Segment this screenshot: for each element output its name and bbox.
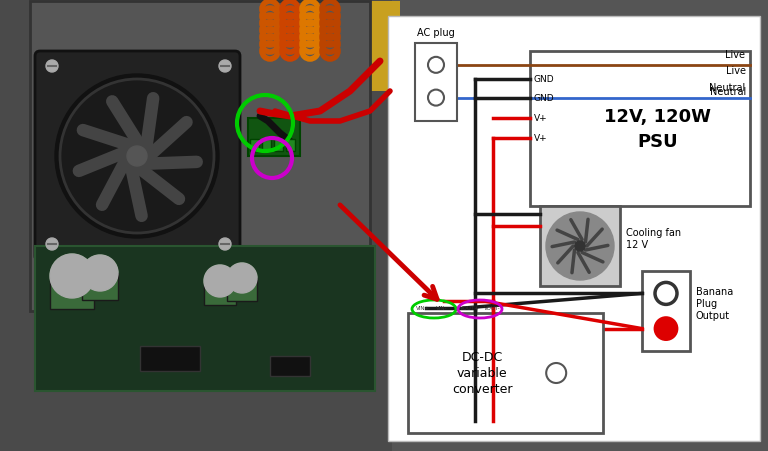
Bar [204, 281, 236, 305]
Circle shape [204, 265, 236, 297]
Text: V+: V+ [534, 114, 548, 123]
Text: VOUT-: VOUT- [484, 305, 501, 310]
FancyBboxPatch shape [35, 52, 240, 262]
Bar [250, 140, 259, 152]
Bar [227, 278, 257, 301]
Bar [262, 140, 271, 152]
Bar [415, 44, 457, 122]
Bar [30, 2, 370, 311]
Bar [540, 207, 620, 286]
Text: VIN-: VIN- [436, 305, 448, 310]
Text: Neutral: Neutral [710, 87, 746, 97]
Text: VIN+: VIN+ [416, 305, 430, 310]
Circle shape [127, 147, 147, 166]
Circle shape [575, 241, 585, 252]
Circle shape [219, 239, 231, 250]
Bar [530, 52, 750, 207]
Circle shape [428, 90, 444, 106]
Circle shape [82, 255, 118, 291]
Text: Live: Live [726, 65, 746, 75]
Text: GND: GND [534, 75, 554, 84]
Circle shape [655, 318, 677, 340]
Text: AC plug: AC plug [417, 28, 455, 38]
Circle shape [50, 254, 94, 299]
Text: DC-DC
variable
converter: DC-DC variable converter [452, 351, 512, 396]
Circle shape [227, 263, 257, 293]
Bar [286, 140, 295, 152]
Bar [35, 246, 375, 391]
Bar [388, 17, 760, 441]
Circle shape [546, 363, 566, 383]
Circle shape [428, 58, 444, 74]
Circle shape [60, 80, 214, 234]
Text: V+: V+ [534, 134, 548, 143]
Circle shape [82, 255, 118, 291]
Circle shape [204, 265, 236, 297]
Bar [248, 119, 300, 156]
Bar [408, 313, 603, 433]
Circle shape [546, 212, 614, 281]
Text: Neutral: Neutral [709, 83, 745, 92]
Text: Live: Live [725, 50, 745, 60]
Bar [200, 2, 400, 92]
Text: Cooling fan
12 V: Cooling fan 12 V [626, 227, 681, 250]
Bar [50, 276, 94, 309]
Circle shape [655, 283, 677, 305]
Text: GND: GND [534, 94, 554, 103]
Bar [82, 273, 118, 300]
Circle shape [46, 239, 58, 250]
Text: 12V, 120W
PSU: 12V, 120W PSU [604, 108, 711, 151]
Circle shape [227, 263, 257, 293]
Circle shape [46, 61, 58, 73]
Circle shape [50, 254, 94, 299]
Bar [140, 346, 200, 371]
Circle shape [55, 75, 219, 239]
Circle shape [219, 61, 231, 73]
Bar [274, 140, 283, 152]
Bar [0, 0, 392, 451]
Text: VOUT+: VOUT+ [460, 305, 480, 310]
Text: Banana
Plug
Output: Banana Plug Output [696, 286, 733, 321]
Bar [270, 356, 310, 376]
Bar [642, 272, 690, 351]
